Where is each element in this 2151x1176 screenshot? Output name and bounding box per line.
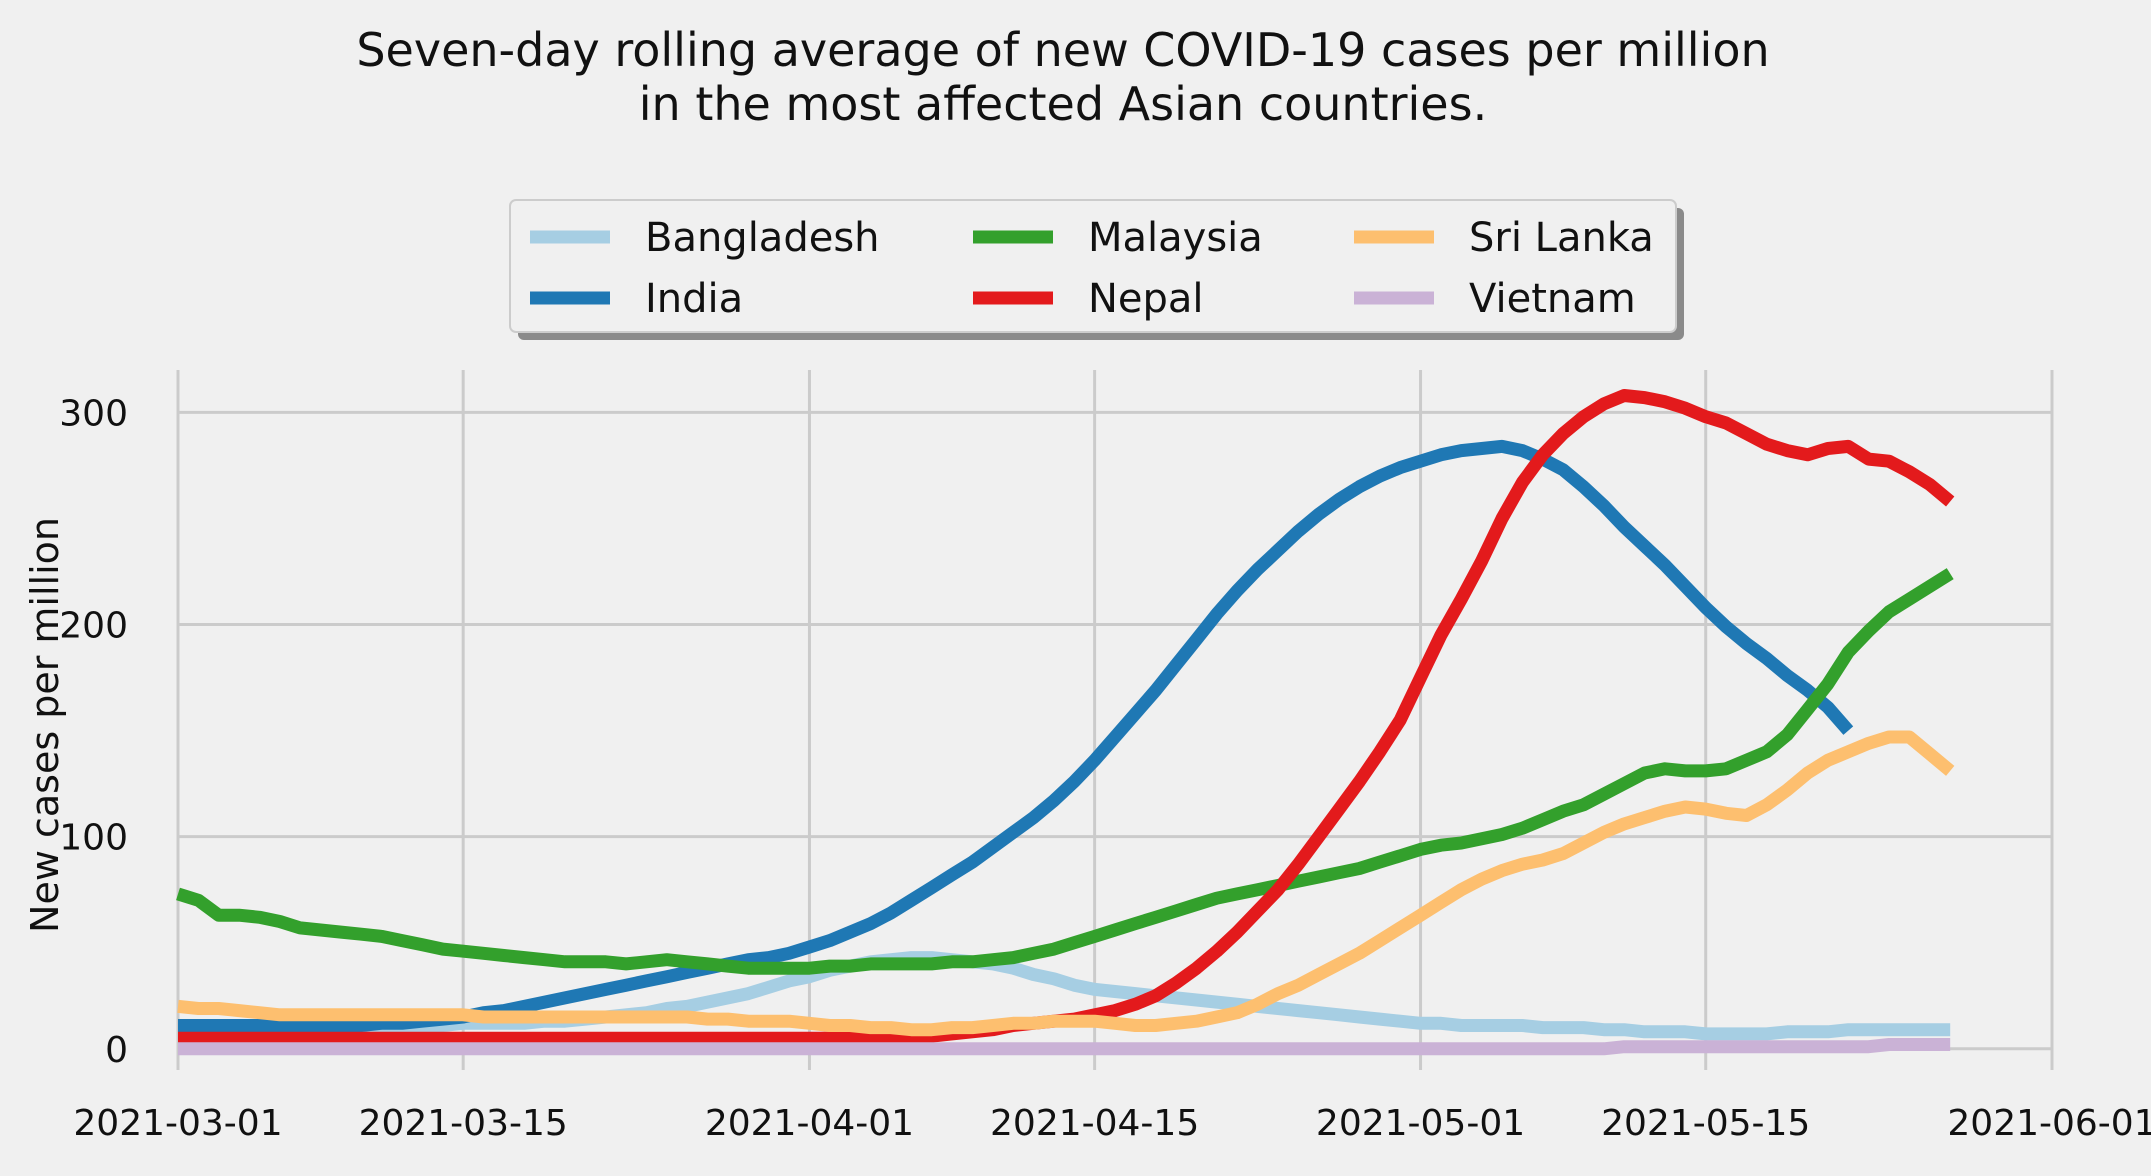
legend: Bangladesh India Malaysia Nepal Sri Lanka Vie… [509,199,1684,340]
y-tick-label-2: 200 [59,606,128,647]
series-line-india [178,439,1854,1032]
y-axis-label: New cases per million [23,517,67,933]
legend-label-bangladesh: Bangladesh [645,215,880,261]
x-tick-label-0: 2021-03-01 [73,1103,282,1144]
legend-label-nepal: Nepal [1088,276,1204,322]
axis-ticks: 2021-03-01 2021-03-15 2021-04-01 2021-04-15… [59,393,2151,1144]
legend-label-malaysia: Malaysia [1088,215,1263,261]
x-tick-label-5: 2021-05-15 [1601,1103,1810,1144]
x-tick-label-1: 2021-03-15 [359,1103,568,1144]
title-line-1: Seven-day rolling average of new COVID-1… [356,23,1769,77]
x-tick-label-6: 2021-06-01 [1947,1103,2151,1144]
x-tick-label-2: 2021-04-01 [705,1103,914,1144]
legend-label-sri-lanka: Sri Lanka [1469,215,1654,261]
legend-label-india: India [645,276,743,322]
title-line-2: in the most affected Asian countries. [639,77,1487,131]
y-tick-label-3: 300 [59,393,128,434]
series-lines [176,389,1955,1056]
series-line-bangladesh [178,951,1951,1041]
chart-title: Seven-day rolling average of new COVID-1… [356,23,1769,131]
series-line-sri-lanka [177,730,1955,1037]
y-tick-label-1: 100 [59,818,128,859]
x-tick-label-3: 2021-04-15 [990,1103,1199,1144]
grid [176,370,2054,1070]
legend-label-vietnam: Vietnam [1469,276,1636,322]
series-line-vietnam [178,1038,1951,1056]
x-tick-label-4: 2021-05-01 [1316,1103,1525,1144]
series-line-malaysia [176,568,1954,975]
y-tick-label-0: 0 [105,1030,128,1071]
